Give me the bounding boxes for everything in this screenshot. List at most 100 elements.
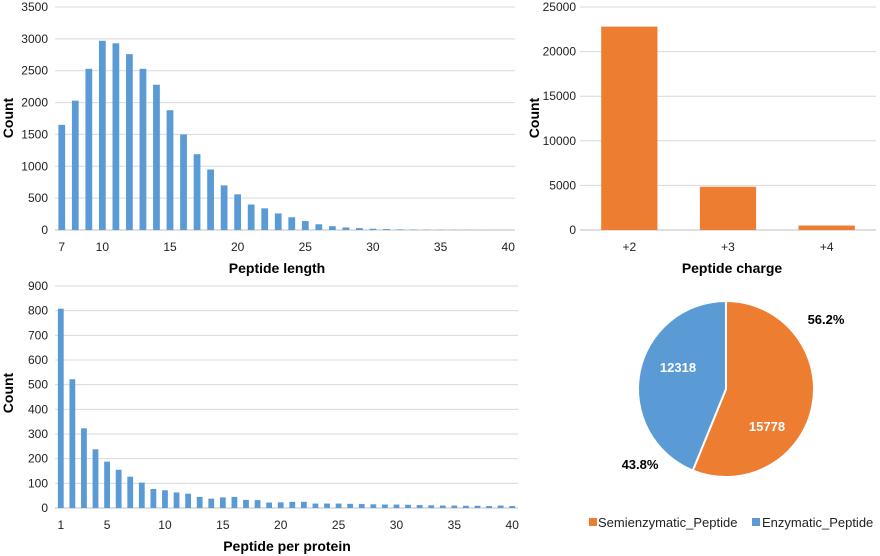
bar-peptide-per-protein	[173, 492, 180, 508]
chart-peptide-length: 0 500 1000 1500 2000 2500 3000 3500 7 10 15 20 25 30 3…	[0, 0, 515, 276]
bar-peptide-charge	[798, 225, 855, 230]
bar-peptide-per-protein	[277, 502, 284, 508]
y-tick-label-peptide-length: 1500	[21, 127, 48, 141]
chart-peptide-charge: 0 5000 10000 15000 20000 25000 +2 +3 +4 Count Pe…	[526, 0, 876, 276]
bar-peptide-length	[193, 154, 201, 230]
bar-peptide-per-protein	[324, 503, 330, 508]
xlabel-peptide-charge: Peptide charge	[682, 260, 783, 276]
x-tick-label-peptide-per-protein: 20	[274, 518, 288, 532]
x-tick-label-peptide-charge: +4	[820, 240, 834, 254]
y-tick-label-peptide-charge: 25000	[543, 0, 577, 14]
legend-label-enzymatic: Enzymatic_Peptide	[762, 515, 873, 530]
y-tick-label-peptide-length: 2500	[21, 64, 48, 78]
bar-peptide-per-protein	[127, 476, 134, 508]
bar-peptide-length	[112, 43, 120, 231]
bar-peptide-per-protein	[185, 493, 192, 508]
x-tick-label-peptide-length: 15	[163, 240, 177, 254]
bar-peptide-per-protein	[104, 461, 110, 508]
y-tick-label-peptide-charge: 20000	[543, 45, 577, 59]
bar-peptide-per-protein	[219, 497, 226, 508]
y-tick-label-peptide-per-protein: 600	[28, 353, 48, 367]
bar-peptide-length	[220, 185, 228, 230]
y-tick-label-peptide-per-protein: 700	[28, 328, 48, 342]
bar-peptide-length	[207, 169, 214, 230]
bar-peptide-length	[126, 54, 133, 230]
bar-peptide-length	[410, 229, 417, 230]
bar-peptide-per-protein	[289, 501, 296, 508]
bar-peptide-per-protein	[381, 504, 388, 508]
bar-peptide-length	[356, 228, 363, 230]
y-tick-label-peptide-per-protein: 300	[28, 427, 48, 441]
xlabel-peptide-per-protein: Peptide per protein	[223, 538, 351, 554]
ylabel-peptide-length: Count	[0, 97, 16, 138]
y-tick-label-peptide-per-protein: 100	[28, 476, 48, 490]
bar-peptide-per-protein	[358, 504, 365, 508]
y-tick-label-peptide-length: 3000	[21, 32, 48, 46]
bar-peptide-per-protein	[300, 501, 307, 508]
x-tick-label-peptide-per-protein: 15	[216, 518, 230, 532]
y-tick-label-peptide-per-protein: 500	[28, 378, 48, 392]
bar-peptide-charge	[601, 26, 658, 231]
bar-peptide-per-protein	[57, 308, 64, 508]
x-tick-label-peptide-per-protein: 30	[390, 518, 404, 532]
x-tick-label-peptide-length: 10	[96, 240, 110, 254]
bar-peptide-length	[301, 221, 309, 230]
legend: Semienzymatic_Peptide Enzymatic_Peptide	[589, 515, 873, 530]
bar-peptide-per-protein	[162, 490, 168, 508]
y-tick-label-peptide-charge: 15000	[543, 89, 577, 103]
bar-peptide-per-protein	[393, 504, 400, 508]
bar-peptide-per-protein	[92, 449, 99, 508]
bar-peptide-per-protein	[243, 499, 249, 508]
chart-peptide-type-pie: 15778 12318 56.2% 43.8% Semienzymatic_Pe…	[589, 299, 873, 530]
bar-peptide-length	[153, 84, 160, 230]
bar-peptide-per-protein	[451, 505, 458, 508]
bar-peptide-per-protein	[196, 496, 203, 508]
bar-peptide-per-protein	[463, 505, 469, 508]
x-tick-label-peptide-length: 35	[434, 240, 448, 254]
bar-peptide-length	[383, 229, 390, 230]
bar-peptide-per-protein	[428, 505, 435, 508]
bar-peptide-length	[288, 217, 296, 230]
x-tick-label-peptide-per-protein: 40	[506, 518, 520, 532]
bar-peptide-per-protein	[81, 428, 87, 508]
bar-peptide-length	[342, 227, 350, 230]
x-tick-label-peptide-charge: +2	[622, 240, 636, 254]
y-tick-label-peptide-length: 0	[41, 223, 48, 237]
y-tick-label-peptide-per-protein: 0	[41, 501, 48, 515]
legend-label-semienzymatic: Semienzymatic_Peptide	[598, 515, 737, 530]
bar-peptide-length	[396, 229, 404, 230]
y-tick-label-peptide-length: 500	[28, 191, 48, 205]
pie-slice-semienzymatic	[691, 299, 815, 478]
bar-peptide-per-protein	[115, 469, 122, 508]
bar-peptide-per-protein	[69, 379, 76, 508]
bar-peptide-length	[369, 228, 377, 230]
bar-peptide-per-protein	[150, 489, 157, 508]
xlabel-peptide-length: Peptide length	[229, 260, 325, 276]
bar-peptide-per-protein	[439, 505, 446, 508]
bar-peptide-charge	[699, 186, 757, 230]
x-tick-label-peptide-per-protein: 5	[104, 518, 111, 532]
pie-percent-label-enzymatic: 43.8%	[622, 457, 659, 472]
y-tick-label-peptide-per-protein: 900	[28, 279, 48, 293]
ylabel-peptide-charge: Count	[526, 97, 542, 138]
y-tick-label-peptide-charge: 10000	[543, 134, 577, 148]
x-tick-label-peptide-per-protein: 35	[448, 518, 462, 532]
bar-peptide-length	[234, 194, 242, 230]
bar-peptide-per-protein	[416, 505, 423, 508]
bar-peptide-per-protein	[486, 506, 492, 508]
bar-peptide-per-protein	[208, 498, 215, 508]
bar-peptide-length	[98, 40, 106, 230]
bar-peptide-length	[71, 100, 79, 230]
bar-peptide-length	[315, 224, 323, 230]
bar-peptide-per-protein	[474, 505, 481, 508]
bar-peptide-length	[139, 68, 147, 230]
y-tick-label-peptide-charge: 5000	[549, 178, 576, 192]
bar-peptide-per-protein	[254, 500, 261, 508]
pie-slice-enzymatic	[637, 299, 727, 472]
pie-value-label-enzymatic: 12318	[660, 360, 696, 375]
pie-percent-label-semienzymatic: 56.2%	[808, 312, 845, 327]
bar-peptide-per-protein	[335, 503, 342, 508]
bar-peptide-length	[85, 68, 93, 230]
